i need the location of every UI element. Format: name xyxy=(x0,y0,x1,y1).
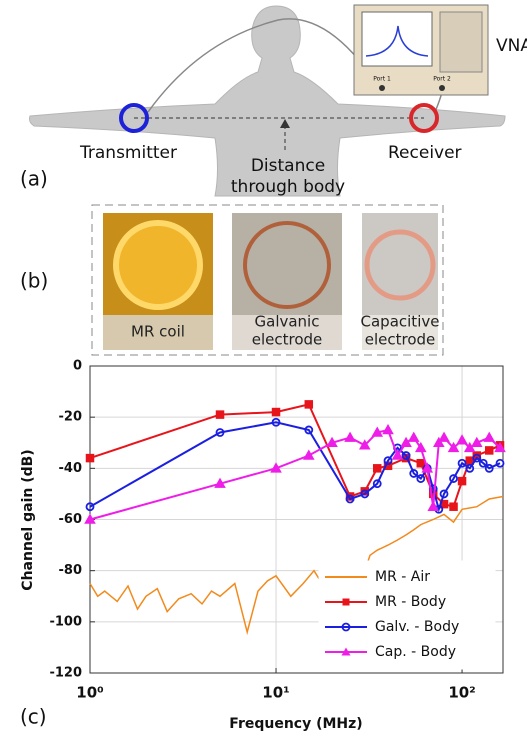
marker xyxy=(449,474,458,483)
photo-mr-coil xyxy=(103,213,213,350)
marker xyxy=(427,500,440,511)
panel-label: (a) xyxy=(20,167,48,191)
marker xyxy=(382,423,394,435)
marker xyxy=(471,436,483,447)
photo-label: MR coil xyxy=(131,323,185,341)
marker xyxy=(447,441,460,453)
y-tick-label: -100 xyxy=(49,614,82,629)
marker xyxy=(215,428,225,437)
marker xyxy=(85,453,95,463)
marker xyxy=(401,451,411,460)
marker xyxy=(383,456,393,466)
distance-label: through body xyxy=(231,177,345,197)
photo-frame xyxy=(91,204,444,356)
y-tick-label: -80 xyxy=(59,563,83,578)
port-label: Port 2 xyxy=(433,76,451,83)
marker xyxy=(84,513,96,524)
marker xyxy=(457,476,467,486)
legend-marker xyxy=(341,647,351,656)
legend-label: MR - Air xyxy=(375,569,430,585)
port-label: Port 1 xyxy=(373,76,391,83)
marker xyxy=(484,446,494,455)
marker xyxy=(391,449,404,460)
y-tick-label: -120 xyxy=(49,666,82,681)
distance-label: Distance xyxy=(251,156,325,176)
marker xyxy=(415,441,427,453)
marker xyxy=(371,426,384,437)
x-tick-label: 10⁰ xyxy=(76,684,103,702)
marker xyxy=(345,494,355,504)
photo-galvanic xyxy=(232,213,342,350)
marker xyxy=(409,469,419,478)
legend-marker xyxy=(342,598,350,606)
marker xyxy=(439,489,449,499)
marker xyxy=(457,458,467,468)
marker xyxy=(372,479,382,489)
y-tick-label: -60 xyxy=(59,512,83,527)
vna-label: VNA xyxy=(496,36,527,56)
x-tick-label: 10¹ xyxy=(262,684,289,702)
plot: 0 -20 -40 -60 -80 -100 -120 10⁰ 10¹ 10² MR - Air MR… xyxy=(49,359,506,702)
legend-label: Cap. - Body xyxy=(375,644,456,660)
marker xyxy=(270,462,282,473)
marker xyxy=(303,449,315,460)
photo-capacitive xyxy=(362,213,438,350)
y-tick-label: -40 xyxy=(59,461,83,476)
marker xyxy=(472,453,482,463)
marker xyxy=(372,464,382,473)
marker xyxy=(304,425,314,435)
photo-label: Capacitive xyxy=(361,313,440,331)
marker xyxy=(495,458,505,468)
photo-label: electrode xyxy=(365,331,436,349)
panel-label: (c) xyxy=(20,705,47,729)
marker xyxy=(484,463,494,473)
marker xyxy=(416,458,426,468)
transmitter-label: Transmitter xyxy=(79,143,177,163)
marker xyxy=(214,477,226,488)
y-axis-label: Channel gain (dB) xyxy=(20,449,36,590)
y-tick-label: -20 xyxy=(59,410,83,425)
marker xyxy=(478,458,488,468)
marker xyxy=(465,463,475,473)
x-axis-label: Frequency (MHz) xyxy=(229,716,362,732)
marker xyxy=(433,436,445,447)
legend-marker xyxy=(341,622,351,632)
marker xyxy=(271,407,281,417)
y-tick-label: 0 xyxy=(73,359,82,374)
legend-label: MR - Body xyxy=(375,594,446,610)
marker xyxy=(449,502,458,511)
marker xyxy=(271,417,281,427)
photo-label: Galvanic xyxy=(255,313,320,331)
panel-label: (b) xyxy=(20,269,48,293)
marker xyxy=(407,431,420,442)
marker xyxy=(215,410,225,419)
marker xyxy=(494,441,506,453)
marker xyxy=(360,489,370,499)
legend-label: Galv. - Body xyxy=(375,619,459,635)
receiver-label: Receiver xyxy=(388,143,462,163)
marker xyxy=(416,474,426,483)
marker xyxy=(359,439,371,450)
marker xyxy=(400,436,412,447)
marker xyxy=(326,436,338,447)
body-illustration xyxy=(29,5,506,197)
x-tick-label: 10² xyxy=(448,684,475,702)
marker xyxy=(421,462,434,473)
marker xyxy=(463,441,476,453)
marker xyxy=(438,431,450,442)
marker xyxy=(304,400,314,409)
marker xyxy=(456,434,468,445)
marker xyxy=(85,502,95,512)
vna-device xyxy=(353,4,489,96)
marker xyxy=(483,431,496,442)
photo-label: electrode xyxy=(252,331,323,349)
marker xyxy=(344,431,356,442)
series-line xyxy=(89,495,504,636)
